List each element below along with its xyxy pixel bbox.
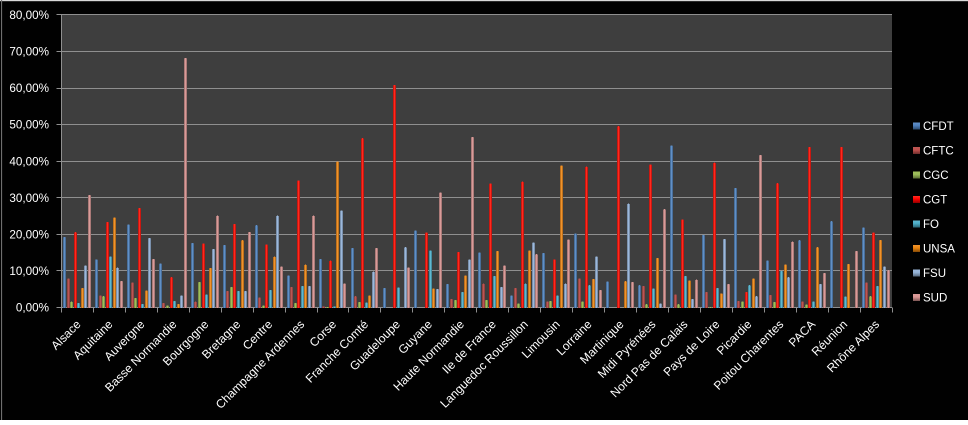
- svg-text:70,00%: 70,00%: [9, 46, 49, 59]
- svg-text:50,00%: 50,00%: [9, 119, 49, 132]
- svg-text:UNSA: UNSA: [923, 244, 955, 256]
- svg-text:CGT: CGT: [923, 195, 947, 207]
- svg-text:40,00%: 40,00%: [9, 155, 49, 168]
- svg-text:10,00%: 10,00%: [9, 265, 49, 278]
- svg-text:60,00%: 60,00%: [9, 82, 49, 95]
- svg-text:FO: FO: [923, 219, 939, 231]
- svg-text:FSU: FSU: [923, 268, 946, 280]
- svg-text:SUD: SUD: [923, 293, 947, 305]
- svg-text:0,00%: 0,00%: [16, 302, 49, 315]
- svg-text:CFDT: CFDT: [923, 121, 954, 133]
- svg-text:80,00%: 80,00%: [9, 9, 49, 22]
- svg-text:CFTC: CFTC: [923, 146, 954, 158]
- svg-text:CGC: CGC: [923, 170, 949, 182]
- svg-text:20,00%: 20,00%: [9, 228, 49, 241]
- svg-text:30,00%: 30,00%: [9, 192, 49, 205]
